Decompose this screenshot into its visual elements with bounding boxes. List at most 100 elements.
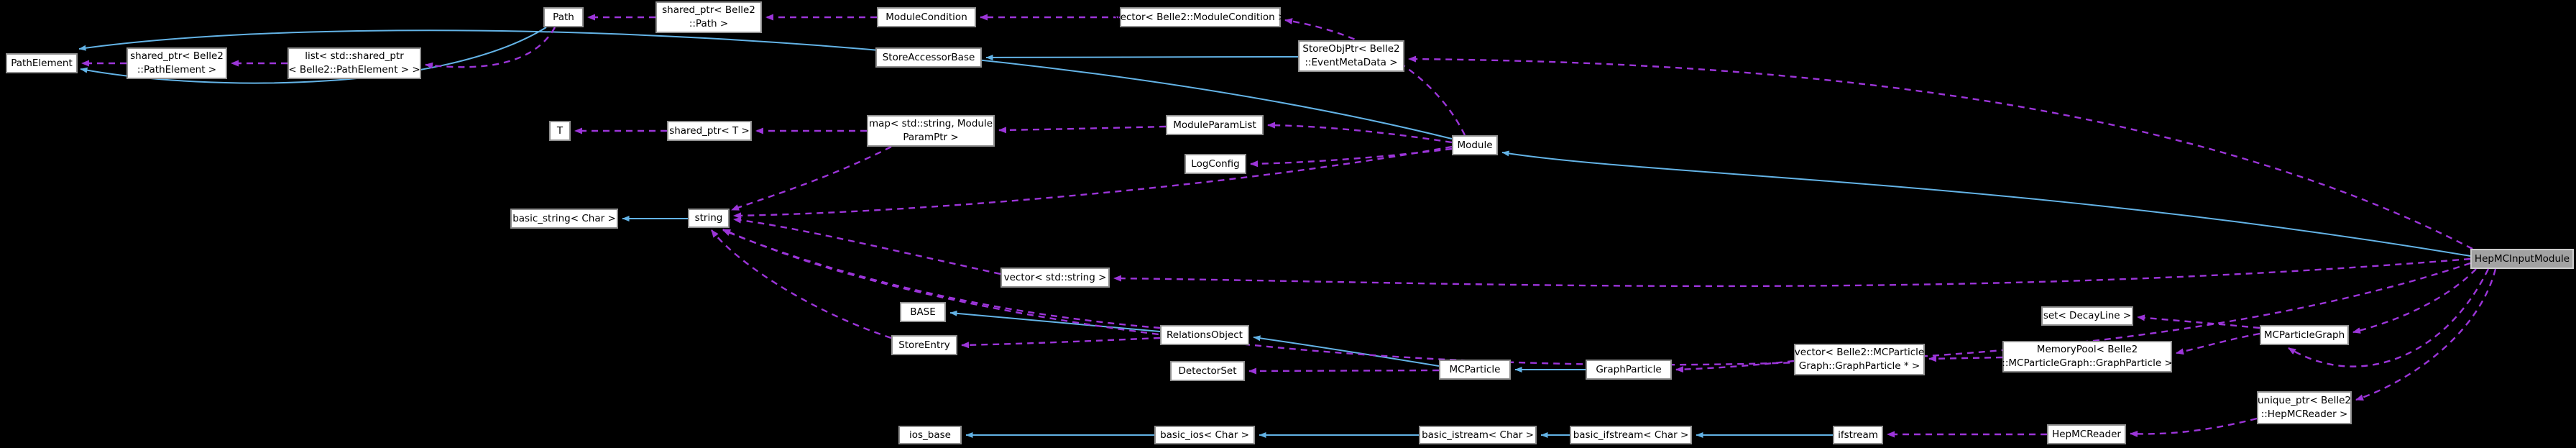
node-listSpPathElement-label-1: < Belle2::PathElement > >	[288, 64, 420, 76]
edge-mcParticle-to-detectorSet	[1248, 367, 1440, 375]
node-spPathElement-label-0: shared_ptr< Belle2	[130, 50, 224, 62]
edge-storeEntry-to-string	[711, 229, 892, 339]
node-vecGraphParticle-label-0: vector< Belle2::MCParticle	[1794, 347, 1925, 358]
node-basicIos[interactable]: basic_ios< Char >	[1154, 426, 1255, 444]
edge-hepMCInputModule-to-mcParticleGraph	[2352, 268, 2477, 334]
node-memoryPool-label-1: ::MCParticleGraph::GraphParticle >	[2002, 357, 2173, 369]
node-storeEntry-label-0: StoreEntry	[898, 339, 950, 351]
node-setDecayLine[interactable]: set< DecayLine >	[2041, 306, 2133, 326]
node-pathElement[interactable]: PathElement	[6, 53, 78, 73]
node-spPath[interactable]: shared_ptr< Belle2::Path >	[656, 1, 762, 33]
node-basicIfstream-label-0: basic_ifstream< Char >	[1573, 429, 1689, 441]
node-ifstream-label-0: ifstream	[1838, 429, 1878, 441]
node-storeAccessorBase[interactable]: StoreAccessorBase	[875, 47, 982, 68]
node-path[interactable]: Path	[543, 7, 584, 27]
node-hepMCReader[interactable]: HepMCReader	[2047, 424, 2126, 444]
node-storeObjPtr-label-0: StoreObjPtr< Belle2	[1302, 43, 1400, 55]
node-vecModuleCondition-label-0: vector< Belle2::ModuleCondition >	[1114, 11, 1287, 23]
node-iosBase[interactable]: ios_base	[898, 426, 962, 444]
node-basicIstream-label-0: basic_istream< Char >	[1422, 429, 1534, 441]
edge-relationsObject-to-storeEntry	[961, 337, 1161, 349]
node-graphParticle[interactable]: GraphParticle	[1586, 360, 1672, 380]
node-hepMCInputModule[interactable]: HepMCInputModule	[2470, 249, 2574, 269]
edge-relationsObject-to-base	[949, 310, 1161, 332]
node-t[interactable]: T	[549, 121, 571, 141]
node-relationsObject[interactable]: RelationsObject	[1160, 325, 1249, 345]
node-mcParticle[interactable]: MCParticle	[1439, 360, 1511, 380]
node-detectorSet-label-0: DetectorSet	[1178, 365, 1237, 377]
node-module-label-0: Module	[1457, 139, 1493, 151]
node-graphParticle-label-0: GraphParticle	[1596, 363, 1662, 375]
edge-hepMCInputModule-to-uniquePtr	[2355, 268, 2497, 401]
edge-storeObjPtr-to-storeAccessorBase	[985, 54, 1299, 60]
node-iosBase-label-0: ios_base	[909, 429, 951, 441]
edge-hepMCInputModule-to-storeObjPtr	[1408, 55, 2473, 250]
node-base[interactable]: BASE	[900, 302, 946, 322]
node-storeEntry[interactable]: StoreEntry	[891, 335, 957, 355]
node-string[interactable]: string	[688, 209, 730, 228]
node-mcParticleGraph[interactable]: MCParticleGraph	[2260, 325, 2349, 345]
node-base-label-0: BASE	[910, 306, 936, 318]
node-uniquePtr-label-1: ::HepMCReader >	[2260, 408, 2348, 420]
node-mcParticleGraph-label-0: MCParticleGraph	[2263, 329, 2345, 341]
edge-module-to-logConfig	[1250, 147, 1453, 168]
edge-module-to-vecModuleCondition	[1284, 18, 1466, 136]
node-moduleParamList[interactable]: ModuleParamList	[1166, 115, 1264, 135]
node-mapParam-label-1: ParamPtr >	[903, 132, 959, 143]
edge-vecGraphParticle-to-graphParticle	[1675, 360, 1795, 373]
node-mcParticle-label-0: MCParticle	[1449, 363, 1501, 375]
edge-module-to-pathElement	[78, 29, 1453, 140]
node-module[interactable]: Module	[1452, 135, 1498, 155]
node-ifstream[interactable]: ifstream	[1833, 426, 1883, 444]
node-spT[interactable]: shared_ptr< T >	[667, 121, 752, 141]
node-vecGraphParticle-label-1: Graph::GraphParticle * >	[1798, 360, 1920, 372]
node-vecString[interactable]: vector< std::string >	[1000, 268, 1110, 288]
node-t-label-0: T	[556, 124, 564, 137]
node-string-label-0: string	[694, 212, 723, 224]
node-memoryPool[interactable]: MemoryPool< Belle2::MCParticleGraph::Gra…	[2002, 341, 2173, 372]
node-moduleParamList-label-0: ModuleParamList	[1173, 119, 1256, 131]
node-uniquePtr[interactable]: unique_ptr< Belle2::HepMCReader >	[2257, 391, 2352, 424]
node-listSpPathElement-label-0: list< std::shared_ptr	[305, 50, 404, 62]
node-pathElement-label-0: PathElement	[11, 57, 73, 69]
node-moduleCondition-label-0: ModuleCondition	[886, 11, 967, 23]
edge-relationsObject-to-string	[722, 229, 1161, 329]
node-logConfig[interactable]: LogConfig	[1184, 154, 1246, 174]
node-basicString-label-0: basic_string< Char >	[512, 212, 616, 224]
edge-hepMCInputModule-to-string	[722, 228, 2471, 366]
node-storeObjPtr-label-1: ::EventMetaData >	[1305, 57, 1398, 68]
node-spPathElement-label-1: ::PathElement >	[137, 64, 217, 76]
node-setDecayLine-label-0: set< DecayLine >	[2043, 310, 2132, 321]
node-hepMCReader-label-0: HepMCReader	[2052, 428, 2121, 440]
edge-hepMCInputModule-to-vecString	[1113, 257, 2471, 288]
node-vecModuleCondition[interactable]: vector< Belle2::ModuleCondition >	[1115, 7, 1286, 27]
node-detectorSet[interactable]: DetectorSet	[1170, 361, 1245, 381]
node-listSpPathElement[interactable]: list< std::shared_ptr< Belle2::PathEleme…	[288, 47, 421, 79]
node-moduleCondition[interactable]: ModuleCondition	[877, 7, 976, 27]
edge-mcParticleGraph-to-memoryPool	[2176, 332, 2260, 355]
node-spPath-label-1: ::Path >	[689, 18, 729, 29]
edge-mcParticle-to-relationsObject	[1253, 335, 1440, 367]
node-logConfig-label-0: LogConfig	[1191, 157, 1240, 170]
node-memoryPool-label-0: MemoryPool< Belle2	[2036, 344, 2138, 355]
node-spT-label-0: shared_ptr< T >	[669, 124, 750, 137]
node-spPathElement[interactable]: shared_ptr< Belle2::PathElement >	[126, 47, 227, 79]
node-storeAccessorBase-label-0: StoreAccessorBase	[882, 51, 975, 63]
edge-hepMCInputModule-to-module	[1501, 150, 2471, 257]
edge-memoryPool-to-vecGraphParticle	[1928, 355, 2003, 362]
node-basicIstream[interactable]: basic_istream< Char >	[1419, 426, 1537, 444]
edge-mcParticleGraph-to-setDecayLine	[2137, 314, 2260, 329]
node-basicString[interactable]: basic_string< Char >	[510, 209, 618, 229]
edge-module-to-string	[733, 145, 1453, 219]
edge-vecString-to-string	[733, 216, 1001, 275]
edge-path-to-listSpPathElement	[425, 27, 556, 69]
node-relationsObject-label-0: RelationsObject	[1167, 329, 1243, 341]
node-spPath-label-0: shared_ptr< Belle2	[662, 4, 755, 16]
node-mapParam-label-0: map< std::string, Module	[868, 118, 993, 129]
node-storeObjPtr[interactable]: StoreObjPtr< Belle2::EventMetaData >	[1298, 40, 1404, 72]
node-basicIfstream[interactable]: basic_ifstream< Char >	[1570, 426, 1692, 444]
